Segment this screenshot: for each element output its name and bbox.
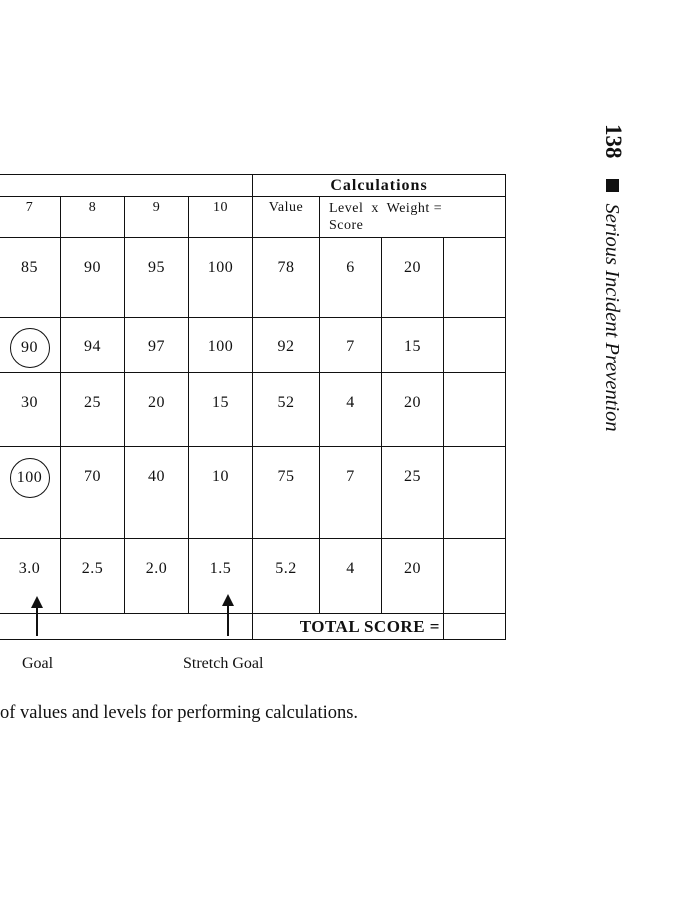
circled-value: 100 [9, 458, 50, 498]
cell-score [443, 237, 506, 318]
value-header: Value [252, 196, 320, 238]
cell-level: 7 [319, 317, 382, 373]
total-row: TOTAL SCORE = [0, 613, 506, 640]
cell-level-9: 40 [124, 446, 189, 539]
cell-level-10: 15 [188, 372, 253, 447]
cell-level-10: 100 [188, 317, 253, 373]
total-score-label: TOTAL SCORE = [252, 613, 444, 640]
cell-level: 6 [319, 237, 382, 318]
square-bullet-icon [606, 178, 619, 192]
column-header-7: 7 [0, 196, 61, 238]
cell-level-9: 20 [124, 372, 189, 447]
cell-level-7: 90 [0, 317, 61, 373]
cell-level-10: 10 [188, 446, 253, 539]
column-header-8: 8 [60, 196, 125, 238]
cell-weight: 15 [381, 317, 444, 373]
formula-header: Level x Weight = Score [319, 196, 506, 238]
header-row-top: Calculations [0, 174, 506, 197]
cell-level-9: 95 [124, 237, 189, 318]
cell-value: 78 [252, 237, 320, 318]
cell-level-9: 2.0 [124, 538, 189, 614]
cell-level-7: 85 [0, 237, 61, 318]
running-head: 138 Serious Incident Prevention [596, 124, 626, 474]
cell-level-7: 100 [0, 446, 61, 539]
table-row: 100 70 40 10 75 7 25 [0, 446, 506, 539]
cell-value: 52 [252, 372, 320, 447]
formula-line-2: Score [329, 218, 364, 233]
level-span-header [0, 174, 253, 197]
circled-value: 90 [9, 328, 50, 368]
cell-weight: 25 [381, 446, 444, 539]
cell-level-8: 2.5 [60, 538, 125, 614]
cell-level-10: 1.5 [188, 538, 253, 614]
figure-caption: of values and levels for performing calc… [0, 703, 359, 723]
cell-value: 75 [252, 446, 320, 539]
stretch-goal-label: Stretch Goal [183, 655, 264, 672]
cell-level-8: 70 [60, 446, 125, 539]
column-header-10: 10 [188, 196, 253, 238]
table-row: 30 25 20 15 52 4 20 [0, 372, 506, 447]
cell-score [443, 538, 506, 614]
table-row: 90 94 97 100 92 7 15 [0, 317, 506, 373]
cell-level-10: 100 [188, 237, 253, 318]
column-header-9: 9 [124, 196, 189, 238]
cell-level: 7 [319, 446, 382, 539]
calculation-matrix: Calculations 7 8 9 10 Value Level x Weig… [0, 174, 506, 640]
total-score-cell [443, 613, 506, 640]
cell-value: 5.2 [252, 538, 320, 614]
cell-level-8: 94 [60, 317, 125, 373]
calculations-header: Calculations [252, 174, 506, 197]
header-row-columns: 7 8 9 10 Value Level x Weight = Score [0, 196, 506, 238]
table-row: 85 90 95 100 78 6 20 [0, 237, 506, 318]
cell-weight: 20 [381, 538, 444, 614]
cell-level-7: 30 [0, 372, 61, 447]
cell-weight: 20 [381, 372, 444, 447]
table-row: 3.0 2.5 2.0 1.5 5.2 4 20 [0, 538, 506, 614]
cell-level-9: 97 [124, 317, 189, 373]
running-head-title: Serious Incident Prevention [601, 203, 623, 432]
cell-weight: 20 [381, 237, 444, 318]
cell-level-8: 25 [60, 372, 125, 447]
cell-level-8: 90 [60, 237, 125, 318]
cell-score [443, 446, 506, 539]
total-row-spacer [0, 613, 253, 640]
page-number: 138 [601, 124, 626, 159]
cell-level-7: 3.0 [0, 538, 61, 614]
formula-line-1: Level x Weight = [329, 201, 443, 216]
goal-label: Goal [22, 655, 54, 672]
cell-score [443, 372, 506, 447]
cell-value: 92 [252, 317, 320, 373]
cell-level: 4 [319, 372, 382, 447]
cell-score [443, 317, 506, 373]
cell-level: 4 [319, 538, 382, 614]
